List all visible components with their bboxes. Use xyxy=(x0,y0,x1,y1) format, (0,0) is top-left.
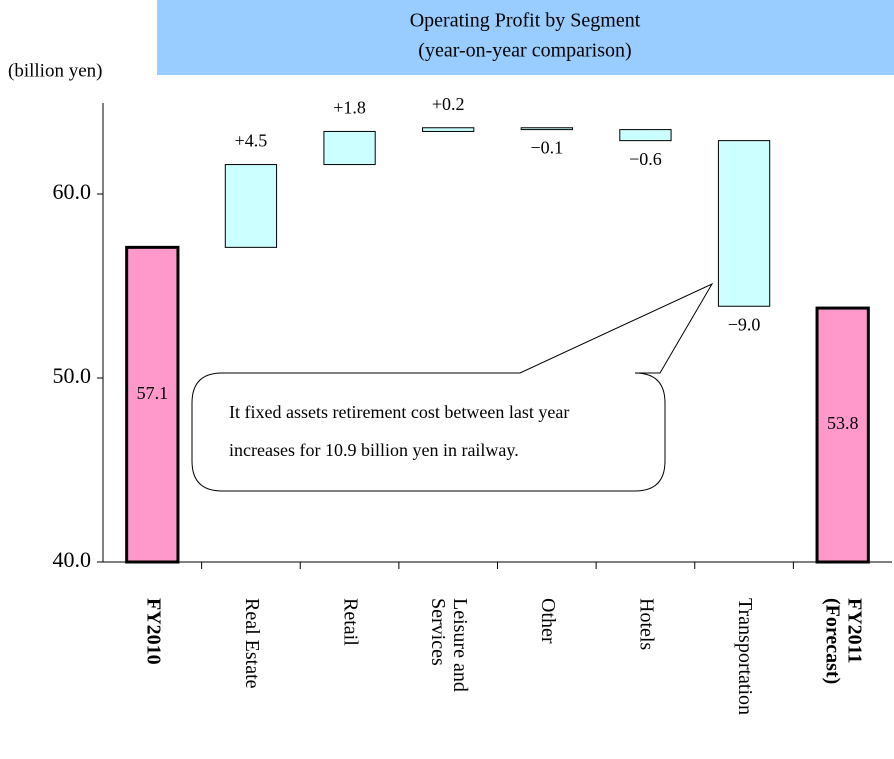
change-bar xyxy=(422,127,475,132)
value-label: −0.1 xyxy=(530,138,563,158)
change-bar xyxy=(717,140,771,307)
x-tick-label: Transportation xyxy=(734,598,756,715)
y-axis-label: (billion yen) xyxy=(8,60,102,81)
x-tick-label: FY2010 xyxy=(143,598,165,665)
x-tick-label: Leisure andServices xyxy=(428,598,472,692)
change-bar xyxy=(619,129,672,142)
chart-title: Operating Profit by Segment xyxy=(410,10,641,32)
x-tick-label: Real Estate xyxy=(241,598,263,689)
total-bar xyxy=(815,306,870,564)
value-label: +1.8 xyxy=(333,98,366,118)
x-tick-label: Other xyxy=(537,598,559,644)
total-bar xyxy=(125,245,180,564)
change-bar xyxy=(323,130,376,166)
y-tick-label: 60.0 xyxy=(53,179,92,204)
value-label: −9.0 xyxy=(728,314,761,334)
y-tick-label: 40.0 xyxy=(53,547,92,572)
bars xyxy=(125,127,870,564)
y-tick-label: 50.0 xyxy=(53,363,92,388)
x-tick-label: FY2011(Forecast) xyxy=(822,598,866,684)
annotation: It fixed assets retirement cost between … xyxy=(229,402,569,422)
title-box xyxy=(157,0,894,75)
callout xyxy=(191,282,714,492)
value-label: +4.5 xyxy=(235,131,268,151)
chart-subtitle: (year-on-year comparison) xyxy=(418,40,631,62)
value-label: 53.8 xyxy=(827,413,859,433)
change-bar xyxy=(520,127,573,131)
x-tick-label: Hotels xyxy=(636,598,658,650)
annotation: increases for 10.9 billion yen in railwa… xyxy=(229,440,519,460)
value-label: 57.1 xyxy=(137,383,169,403)
value-label: −0.6 xyxy=(629,149,662,169)
value-label: +0.2 xyxy=(432,94,465,114)
x-tick-label: Retail xyxy=(340,598,362,646)
change-bar xyxy=(224,164,278,248)
